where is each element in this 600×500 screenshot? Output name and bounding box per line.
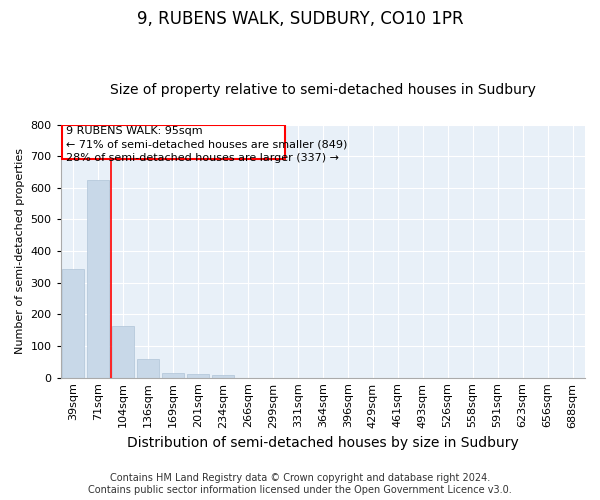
Bar xyxy=(187,374,209,378)
Bar xyxy=(87,180,109,378)
FancyBboxPatch shape xyxy=(62,124,286,160)
Bar xyxy=(112,326,134,378)
Bar xyxy=(62,269,85,378)
Text: 9, RUBENS WALK, SUDBURY, CO10 1PR: 9, RUBENS WALK, SUDBURY, CO10 1PR xyxy=(137,10,463,28)
Bar xyxy=(137,358,160,378)
Text: 9 RUBENS WALK: 95sqm
← 71% of semi-detached houses are smaller (849)
28% of semi: 9 RUBENS WALK: 95sqm ← 71% of semi-detac… xyxy=(66,126,347,162)
Bar xyxy=(212,375,234,378)
Bar xyxy=(162,373,184,378)
Y-axis label: Number of semi-detached properties: Number of semi-detached properties xyxy=(15,148,25,354)
X-axis label: Distribution of semi-detached houses by size in Sudbury: Distribution of semi-detached houses by … xyxy=(127,436,519,450)
Title: Size of property relative to semi-detached houses in Sudbury: Size of property relative to semi-detach… xyxy=(110,83,536,97)
Text: Contains HM Land Registry data © Crown copyright and database right 2024.
Contai: Contains HM Land Registry data © Crown c… xyxy=(88,474,512,495)
